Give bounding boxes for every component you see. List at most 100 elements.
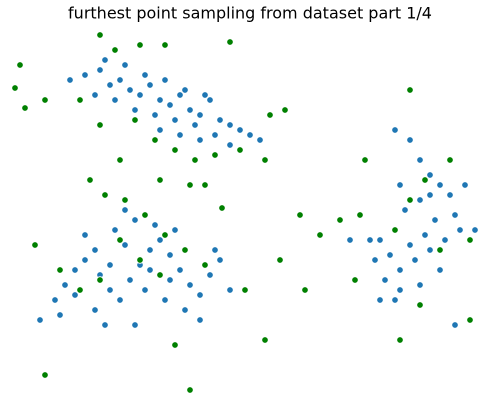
point <box>176 266 184 274</box>
point <box>156 236 164 244</box>
point <box>76 286 84 294</box>
point <box>76 96 84 104</box>
point <box>396 336 404 344</box>
point <box>426 191 434 199</box>
point <box>111 226 119 234</box>
point <box>371 256 379 264</box>
point <box>96 276 104 284</box>
point <box>296 211 304 219</box>
point <box>111 46 119 54</box>
point <box>226 286 234 294</box>
point <box>451 321 459 329</box>
point <box>466 236 474 244</box>
point <box>301 286 309 294</box>
point <box>446 156 454 164</box>
point <box>246 131 254 139</box>
point <box>416 281 424 289</box>
point <box>121 196 129 204</box>
point <box>161 76 169 84</box>
point <box>31 241 39 249</box>
point <box>126 276 134 284</box>
point <box>141 286 149 294</box>
point <box>451 211 459 219</box>
point <box>376 236 384 244</box>
point <box>336 216 344 224</box>
point <box>191 121 199 129</box>
point <box>186 106 194 114</box>
point <box>116 76 124 84</box>
point <box>91 91 99 99</box>
point <box>171 341 179 349</box>
point <box>166 101 174 109</box>
point <box>406 86 414 94</box>
point <box>136 41 144 49</box>
point <box>226 121 234 129</box>
point <box>206 271 214 279</box>
point <box>366 236 374 244</box>
point <box>146 266 154 274</box>
point <box>241 286 249 294</box>
point <box>216 256 224 264</box>
point <box>361 156 369 164</box>
point <box>81 231 89 239</box>
point <box>151 111 159 119</box>
point <box>131 106 139 114</box>
point <box>316 231 324 239</box>
point <box>386 251 394 259</box>
point <box>266 111 274 119</box>
point <box>146 81 154 89</box>
point <box>96 31 104 39</box>
point <box>351 276 359 284</box>
point <box>226 141 234 149</box>
point <box>161 231 169 239</box>
point <box>391 126 399 134</box>
point <box>116 296 124 304</box>
point <box>121 241 129 249</box>
point <box>436 181 444 189</box>
point <box>131 321 139 329</box>
point <box>71 266 79 274</box>
point <box>56 266 64 274</box>
point <box>166 251 174 259</box>
point <box>136 256 144 264</box>
point <box>41 96 49 104</box>
point <box>281 106 289 114</box>
point <box>391 226 399 234</box>
point <box>101 56 109 64</box>
point <box>181 246 189 254</box>
point <box>141 211 149 219</box>
point <box>11 84 19 92</box>
point <box>166 276 174 284</box>
point <box>421 176 429 184</box>
point <box>211 246 219 254</box>
point <box>406 196 414 204</box>
point <box>416 156 424 164</box>
point <box>136 91 144 99</box>
point <box>456 226 464 234</box>
point <box>121 61 129 69</box>
point <box>171 226 179 234</box>
point <box>261 156 269 164</box>
point <box>416 301 424 309</box>
point <box>236 146 244 154</box>
point <box>396 286 404 294</box>
point <box>156 96 164 104</box>
point <box>16 61 24 69</box>
point <box>176 131 184 139</box>
point <box>141 71 149 79</box>
point <box>396 181 404 189</box>
point <box>151 136 159 144</box>
point <box>206 96 214 104</box>
point <box>466 316 474 324</box>
point <box>96 121 104 129</box>
point <box>171 146 179 154</box>
point <box>396 266 404 274</box>
point <box>181 306 189 314</box>
point <box>161 296 169 304</box>
point <box>236 126 244 134</box>
point <box>106 81 114 89</box>
point <box>176 91 184 99</box>
point <box>126 86 134 94</box>
point <box>201 91 209 99</box>
